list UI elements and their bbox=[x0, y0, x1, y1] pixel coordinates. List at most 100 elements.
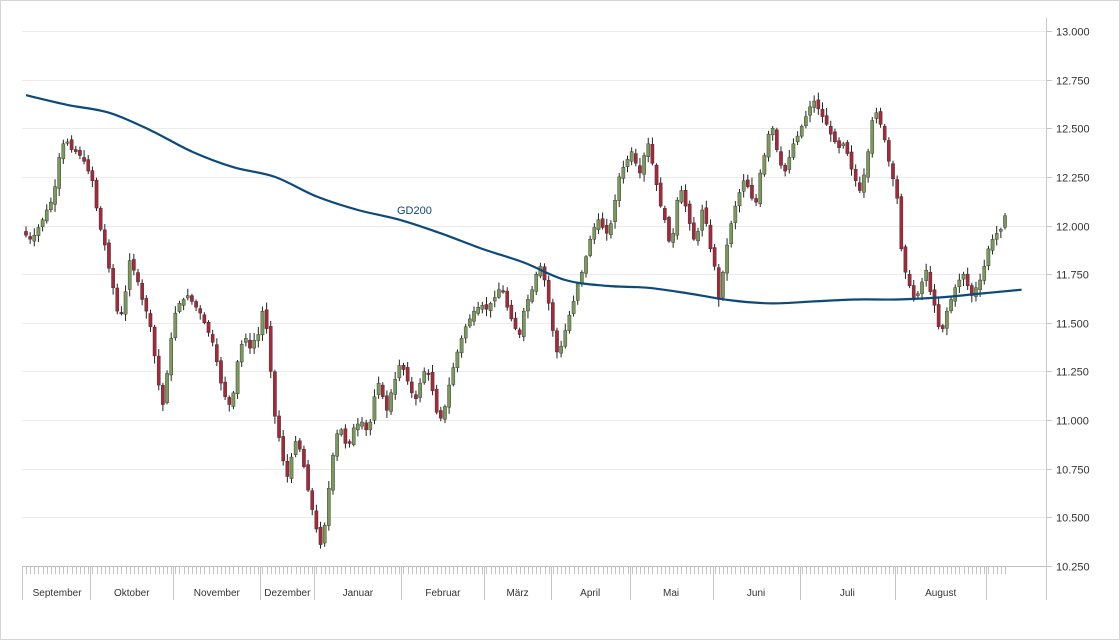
candle-body bbox=[152, 326, 157, 357]
candle bbox=[770, 126, 775, 141]
candle bbox=[173, 306, 178, 341]
candle-body bbox=[57, 157, 61, 189]
candle bbox=[621, 160, 626, 184]
candle-body bbox=[617, 176, 622, 201]
y-tick-label-0: 10.250 bbox=[1056, 562, 1090, 574]
candle bbox=[625, 155, 630, 173]
candle bbox=[766, 130, 771, 162]
candle-body bbox=[567, 314, 572, 331]
candle-body bbox=[779, 151, 783, 166]
y-tick-label-8: 12.250 bbox=[1056, 173, 1090, 185]
candle bbox=[804, 110, 808, 129]
candle-body bbox=[136, 272, 140, 283]
candle bbox=[588, 235, 592, 258]
candle bbox=[571, 295, 576, 317]
candle-body bbox=[173, 312, 178, 338]
candle bbox=[210, 329, 215, 347]
candle-body bbox=[107, 242, 111, 269]
candle bbox=[808, 100, 812, 123]
month-label-8: Mai bbox=[663, 588, 679, 599]
candle bbox=[476, 301, 480, 316]
candle bbox=[642, 152, 646, 182]
candle bbox=[463, 323, 468, 344]
candle-body bbox=[580, 272, 584, 283]
candle bbox=[741, 174, 746, 198]
candle bbox=[787, 149, 792, 174]
candle-body bbox=[750, 185, 754, 199]
candle-body bbox=[210, 334, 215, 343]
candle bbox=[389, 389, 393, 415]
candle bbox=[439, 406, 443, 422]
candle-body bbox=[360, 421, 364, 427]
candle bbox=[559, 340, 563, 358]
candle-body bbox=[592, 227, 597, 240]
candle-body bbox=[974, 287, 978, 297]
candle bbox=[248, 333, 252, 354]
candle-body bbox=[687, 203, 692, 224]
candle bbox=[401, 362, 406, 376]
candle-body bbox=[799, 126, 804, 137]
y-tick-label-4: 11.250 bbox=[1056, 367, 1089, 379]
candle-body bbox=[754, 198, 758, 203]
candle-body bbox=[439, 410, 443, 419]
candle bbox=[870, 117, 875, 158]
candle bbox=[393, 371, 397, 400]
candle bbox=[874, 107, 879, 124]
candle-body bbox=[227, 397, 232, 405]
candle-body bbox=[584, 256, 588, 274]
candle-body bbox=[289, 456, 294, 479]
candle-body bbox=[385, 395, 389, 411]
candle bbox=[617, 172, 622, 208]
candle bbox=[343, 424, 348, 449]
gd200-line bbox=[25, 94, 1022, 305]
month-label-11: August bbox=[925, 588, 956, 599]
candle bbox=[310, 487, 315, 516]
candle bbox=[351, 423, 356, 447]
candle bbox=[945, 307, 949, 336]
candle-body bbox=[459, 338, 464, 354]
candle-body bbox=[999, 229, 1003, 232]
candle-body bbox=[219, 360, 223, 384]
candle bbox=[679, 185, 684, 204]
candle bbox=[683, 184, 688, 212]
candle bbox=[592, 223, 597, 245]
candle bbox=[750, 177, 754, 201]
candle bbox=[73, 145, 78, 155]
candle-body bbox=[862, 174, 866, 193]
candle bbox=[459, 335, 464, 358]
candle-body bbox=[351, 427, 356, 445]
candle-body bbox=[546, 280, 551, 304]
y-tick-label-3: 11.000 bbox=[1056, 416, 1089, 428]
candle bbox=[990, 234, 995, 255]
candle-body bbox=[671, 233, 675, 243]
candle-body bbox=[44, 209, 49, 222]
candle-body bbox=[414, 394, 418, 399]
candle-body bbox=[297, 440, 302, 450]
candle bbox=[65, 138, 70, 146]
candle-body bbox=[621, 166, 626, 179]
candle bbox=[775, 127, 779, 153]
candle bbox=[468, 314, 472, 329]
candle-body bbox=[945, 310, 949, 329]
candle bbox=[521, 307, 526, 342]
candle-body bbox=[899, 196, 904, 250]
candle-body bbox=[758, 172, 763, 205]
candle-body bbox=[509, 304, 514, 320]
candle-body bbox=[513, 317, 518, 329]
candle bbox=[671, 228, 675, 248]
candle-body bbox=[306, 464, 310, 491]
candle bbox=[289, 453, 294, 484]
candle-body bbox=[492, 297, 497, 302]
candle bbox=[754, 194, 758, 207]
candle bbox=[169, 332, 173, 381]
gd200-label: GD200 bbox=[397, 205, 432, 217]
candle bbox=[555, 327, 559, 359]
candle bbox=[733, 201, 738, 230]
candle-body bbox=[629, 151, 634, 162]
candle-body bbox=[318, 526, 323, 545]
candle-body bbox=[721, 272, 725, 298]
candle bbox=[916, 291, 920, 299]
candle-body bbox=[928, 271, 933, 292]
candle-body bbox=[625, 159, 630, 167]
candle bbox=[256, 326, 261, 348]
